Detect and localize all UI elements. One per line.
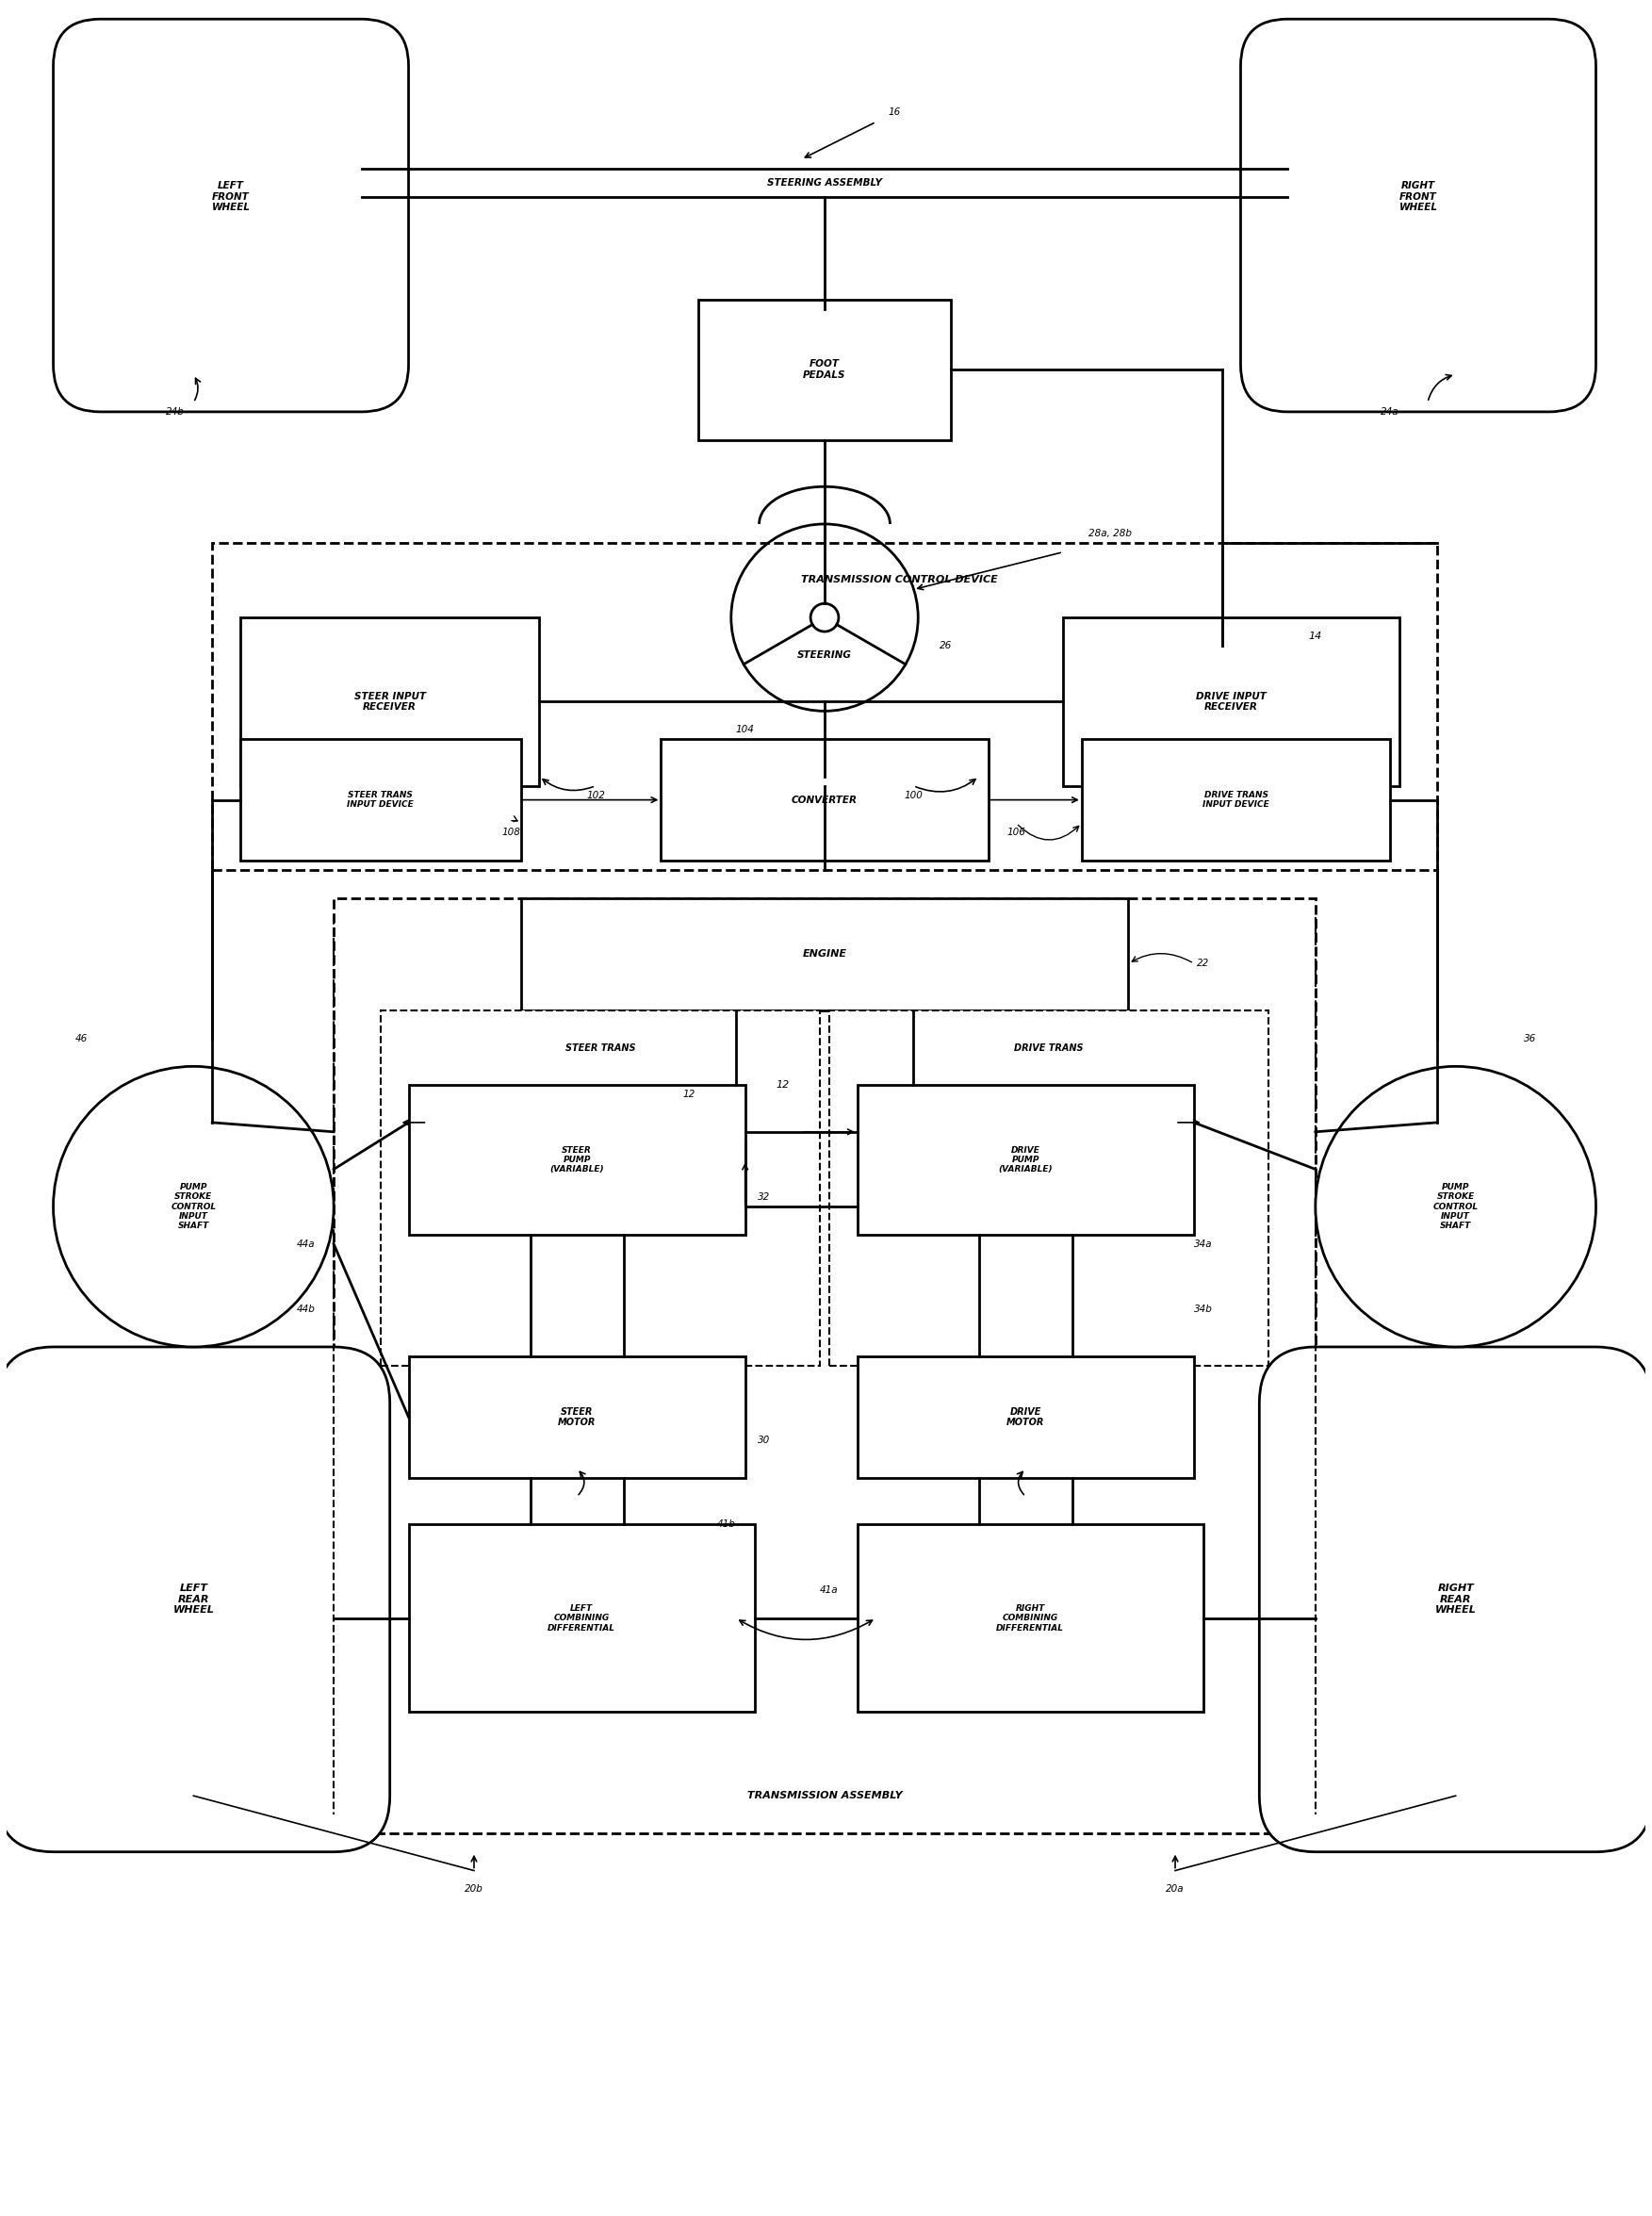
Text: 32: 32 bbox=[758, 1192, 770, 1201]
Text: STEERING: STEERING bbox=[798, 649, 852, 660]
Text: 14: 14 bbox=[1308, 632, 1322, 640]
Bar bbox=[857, 1525, 1203, 1711]
Text: 44b: 44b bbox=[296, 1305, 316, 1314]
Bar bbox=[380, 1010, 819, 1365]
Text: DRIVE TRANS: DRIVE TRANS bbox=[1014, 1044, 1084, 1053]
Text: CONVERTER: CONVERTER bbox=[791, 796, 857, 804]
Bar bbox=[211, 543, 1437, 871]
Text: STEER TRANS: STEER TRANS bbox=[565, 1044, 636, 1053]
Bar bbox=[520, 897, 1128, 1010]
Bar bbox=[661, 740, 988, 860]
Bar bbox=[408, 1525, 755, 1711]
Text: 36: 36 bbox=[1525, 1033, 1536, 1044]
Bar bbox=[1082, 740, 1391, 860]
Text: 30: 30 bbox=[758, 1436, 770, 1445]
Text: TRANSMISSION ASSEMBLY: TRANSMISSION ASSEMBLY bbox=[747, 1791, 902, 1799]
Circle shape bbox=[53, 1066, 334, 1347]
Bar bbox=[240, 618, 540, 787]
FancyBboxPatch shape bbox=[1241, 20, 1596, 412]
Text: DRIVE
PUMP
(VARIABLE): DRIVE PUMP (VARIABLE) bbox=[998, 1146, 1052, 1174]
Text: 34b: 34b bbox=[1194, 1305, 1213, 1314]
Text: FOOT
PEDALS: FOOT PEDALS bbox=[803, 359, 846, 379]
Text: 20b: 20b bbox=[464, 1884, 484, 1895]
Bar bbox=[408, 1086, 745, 1234]
FancyBboxPatch shape bbox=[0, 1347, 390, 1853]
Text: 44a: 44a bbox=[296, 1239, 316, 1250]
Text: 104: 104 bbox=[735, 725, 755, 733]
Text: 34a: 34a bbox=[1194, 1239, 1213, 1250]
FancyBboxPatch shape bbox=[1259, 1347, 1652, 1853]
Text: 41b: 41b bbox=[717, 1520, 735, 1529]
Text: 20a: 20a bbox=[1166, 1884, 1184, 1895]
Text: DRIVE TRANS
INPUT DEVICE: DRIVE TRANS INPUT DEVICE bbox=[1203, 791, 1269, 809]
FancyBboxPatch shape bbox=[53, 20, 408, 412]
Text: 46: 46 bbox=[74, 1033, 88, 1044]
Text: STEERING ASSEMBLY: STEERING ASSEMBLY bbox=[767, 177, 882, 188]
Text: 22: 22 bbox=[1198, 960, 1209, 968]
Bar bbox=[699, 299, 952, 439]
Text: TRANSMISSION CONTROL DEVICE: TRANSMISSION CONTROL DEVICE bbox=[801, 576, 998, 585]
Text: 28a, 28b: 28a, 28b bbox=[1089, 530, 1132, 538]
Text: RIGHT
COMBINING
DIFFERENTIAL: RIGHT COMBINING DIFFERENTIAL bbox=[996, 1604, 1064, 1633]
Text: LEFT
FRONT
WHEEL: LEFT FRONT WHEEL bbox=[211, 182, 249, 213]
Text: PUMP
STROKE
CONTROL
INPUT
SHAFT: PUMP STROKE CONTROL INPUT SHAFT bbox=[170, 1183, 216, 1230]
Text: STEER TRANS
INPUT DEVICE: STEER TRANS INPUT DEVICE bbox=[347, 791, 415, 809]
Bar bbox=[1062, 618, 1399, 787]
Text: STEER INPUT
RECEIVER: STEER INPUT RECEIVER bbox=[354, 691, 426, 711]
Circle shape bbox=[1315, 1066, 1596, 1347]
Text: ENGINE: ENGINE bbox=[803, 948, 847, 960]
Text: 24a: 24a bbox=[1381, 408, 1399, 417]
Text: RIGHT
REAR
WHEEL: RIGHT REAR WHEEL bbox=[1436, 1584, 1477, 1615]
Text: 16: 16 bbox=[889, 109, 900, 117]
Text: STEER
MOTOR: STEER MOTOR bbox=[558, 1407, 596, 1427]
Text: DRIVE
MOTOR: DRIVE MOTOR bbox=[1006, 1407, 1044, 1427]
Text: 108: 108 bbox=[502, 829, 520, 838]
Bar bbox=[240, 740, 520, 860]
Text: 24b: 24b bbox=[165, 408, 183, 417]
Text: LEFT
REAR
WHEEL: LEFT REAR WHEEL bbox=[173, 1584, 215, 1615]
Bar bbox=[857, 1086, 1194, 1234]
Text: 100: 100 bbox=[904, 791, 923, 800]
Text: 102: 102 bbox=[586, 791, 605, 800]
Text: RIGHT
FRONT
WHEEL: RIGHT FRONT WHEEL bbox=[1399, 182, 1437, 213]
Bar bbox=[857, 1356, 1194, 1478]
Bar bbox=[408, 1356, 745, 1478]
Text: DRIVE INPUT
RECEIVER: DRIVE INPUT RECEIVER bbox=[1196, 691, 1267, 711]
Text: LEFT
COMBINING
DIFFERENTIAL: LEFT COMBINING DIFFERENTIAL bbox=[547, 1604, 616, 1633]
Bar bbox=[829, 1010, 1269, 1365]
Text: 106: 106 bbox=[1006, 829, 1026, 838]
Bar bbox=[334, 897, 1315, 1833]
Text: 12: 12 bbox=[682, 1090, 695, 1099]
Text: PUMP
STROKE
CONTROL
INPUT
SHAFT: PUMP STROKE CONTROL INPUT SHAFT bbox=[1432, 1183, 1479, 1230]
Text: 41a: 41a bbox=[819, 1584, 839, 1596]
Text: 12: 12 bbox=[776, 1081, 790, 1090]
Text: STEER
PUMP
(VARIABLE): STEER PUMP (VARIABLE) bbox=[550, 1146, 605, 1174]
Text: 26: 26 bbox=[940, 640, 953, 649]
